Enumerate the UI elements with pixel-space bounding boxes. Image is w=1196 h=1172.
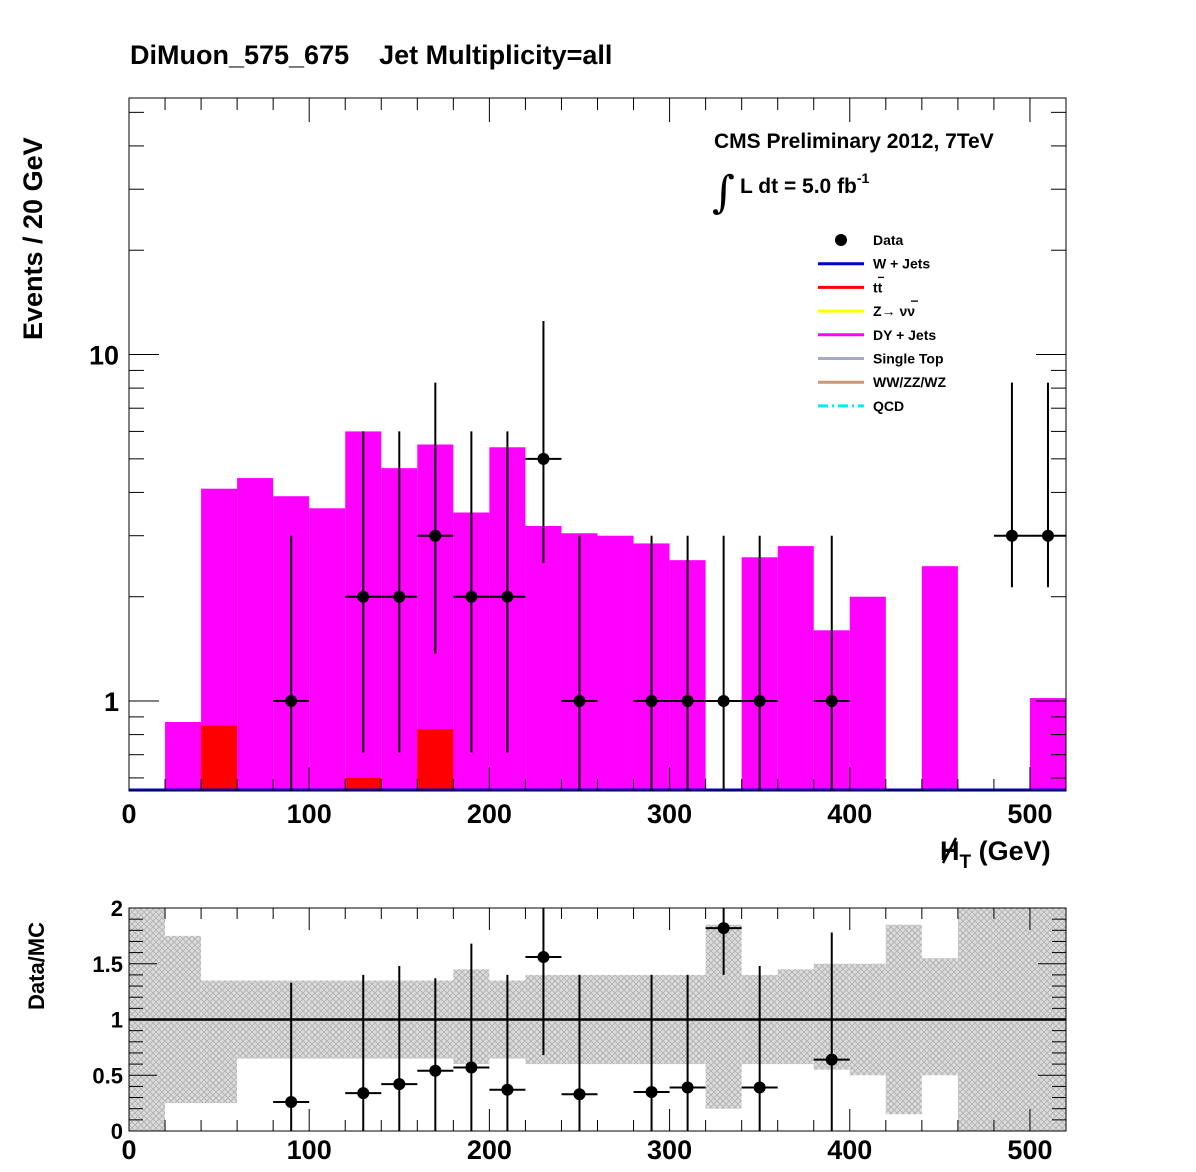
dy-jets-bar: [921, 566, 958, 791]
ratio-data-point: [393, 1078, 406, 1091]
ratio-x-tick-label: 100: [287, 1135, 332, 1165]
ratio-y-tick-label: 1: [111, 1008, 123, 1033]
cms-label: CMS Preliminary 2012, 7TeV: [714, 130, 994, 153]
uncertainty-band-bin: [201, 980, 238, 1104]
data-point: [429, 529, 442, 542]
dy-jets-bar: [1029, 698, 1066, 791]
dy-jets-bar: [849, 596, 886, 791]
integral-sign: ∫: [712, 167, 735, 218]
dy-jets-bar: [309, 508, 346, 791]
y-tick-label: 1: [104, 687, 119, 717]
chart-title: DiMuon_575_675 Jet Multiplicity=all: [130, 40, 612, 70]
x-axis-label: HT (GeV): [940, 836, 1051, 873]
uncertainty-band-bin: [777, 969, 814, 1065]
x-tick-label: 500: [1007, 799, 1052, 829]
x-tick-label: 400: [827, 799, 872, 829]
data-point: [753, 695, 766, 708]
dy-jets-bar: [237, 478, 274, 791]
ratio-data-point: [717, 922, 730, 935]
y-tick-label: 10: [89, 341, 119, 371]
data-point: [501, 590, 514, 603]
x-tick-label: 200: [467, 799, 512, 829]
ratio-data-point: [285, 1096, 298, 1109]
ttbar-bar: [345, 777, 382, 791]
data-point: [1005, 529, 1018, 542]
data-point: [1041, 529, 1054, 542]
svg-text:HT (GeV): HT (GeV): [940, 836, 1051, 873]
ratio-data-point: [825, 1053, 838, 1066]
ratio-y-tick-label: 1.5: [92, 952, 123, 977]
lumi-label: L dt = 5.0 fb-1: [740, 170, 870, 198]
data-point: [537, 452, 550, 465]
data-point: [645, 695, 658, 708]
ratio-data-point: [357, 1087, 370, 1100]
legend-marker-data: [835, 234, 847, 246]
main-plot-data-points: [273, 320, 1066, 791]
ratio-data-point: [501, 1083, 514, 1096]
main-plot-bars: [129, 431, 1066, 792]
ratio-x-tick-label: 500: [1007, 1135, 1052, 1165]
dy-jets-bar: [597, 535, 634, 791]
data-point: [825, 695, 838, 708]
legend-label: W + Jets: [873, 256, 930, 272]
dy-jets-bar: [525, 526, 562, 791]
legend: Data W + Jets tt Z→ νν DY + Jets Single Top WW…: [818, 232, 947, 414]
data-point: [357, 590, 370, 603]
uncertainty-band-bin: [921, 958, 958, 1076]
data-point: [573, 695, 586, 708]
legend-label: Z→ νν: [873, 303, 915, 319]
ratio-x-tick-label: 300: [647, 1135, 692, 1165]
ratio-y-tick-label: 0.5: [92, 1063, 123, 1088]
dy-jets-bar: [165, 721, 202, 791]
legend-label: DY + Jets: [873, 327, 936, 343]
ratio-data-point: [429, 1064, 442, 1077]
ratio-x-tick-label: 0: [121, 1135, 136, 1165]
ratio-plot-frame: 0 100 200 300 400 500 0 0.5 1 1.5 2: [92, 896, 1067, 1165]
x-tick-label: 0: [121, 799, 136, 829]
ratio-x-tick-label: 400: [827, 1135, 872, 1165]
ratio-x-tick-label: 200: [467, 1135, 512, 1165]
main-plot-ticks: 0 100 200 300 400 500 1 10: [89, 98, 1067, 829]
data-point: [465, 590, 478, 603]
dy-jets-bar: [777, 546, 814, 791]
x-tick-label: 100: [287, 799, 332, 829]
ratio-y-tick-label: 2: [111, 896, 123, 921]
x-tick-label: 300: [647, 799, 692, 829]
data-point: [681, 695, 694, 708]
ratio-data-point: [537, 951, 550, 964]
y-axis-label: Events / 20 GeV: [18, 137, 48, 340]
ttbar-bar: [417, 729, 454, 791]
data-point: [717, 695, 730, 708]
ratio-y-tick-label: 0: [111, 1119, 123, 1144]
data-point: [393, 590, 406, 603]
ratio-data-point: [753, 1081, 766, 1094]
ratio-data-point: [645, 1085, 658, 1098]
data-point: [285, 695, 298, 708]
ratio-y-axis-label: Data/MC: [24, 922, 49, 1010]
legend-label: Single Top: [873, 351, 944, 367]
ratio-data-point: [465, 1061, 478, 1074]
legend-label: QCD: [873, 398, 904, 414]
ratio-data-points: [273, 908, 850, 1131]
legend-label: WW/ZZ/WZ: [873, 374, 947, 390]
ttbar-bar: [201, 725, 238, 791]
legend-label: Data: [873, 232, 904, 248]
ratio-data-point: [681, 1081, 694, 1094]
legend-label: tt: [873, 279, 883, 295]
ratio-data-point: [573, 1088, 586, 1101]
